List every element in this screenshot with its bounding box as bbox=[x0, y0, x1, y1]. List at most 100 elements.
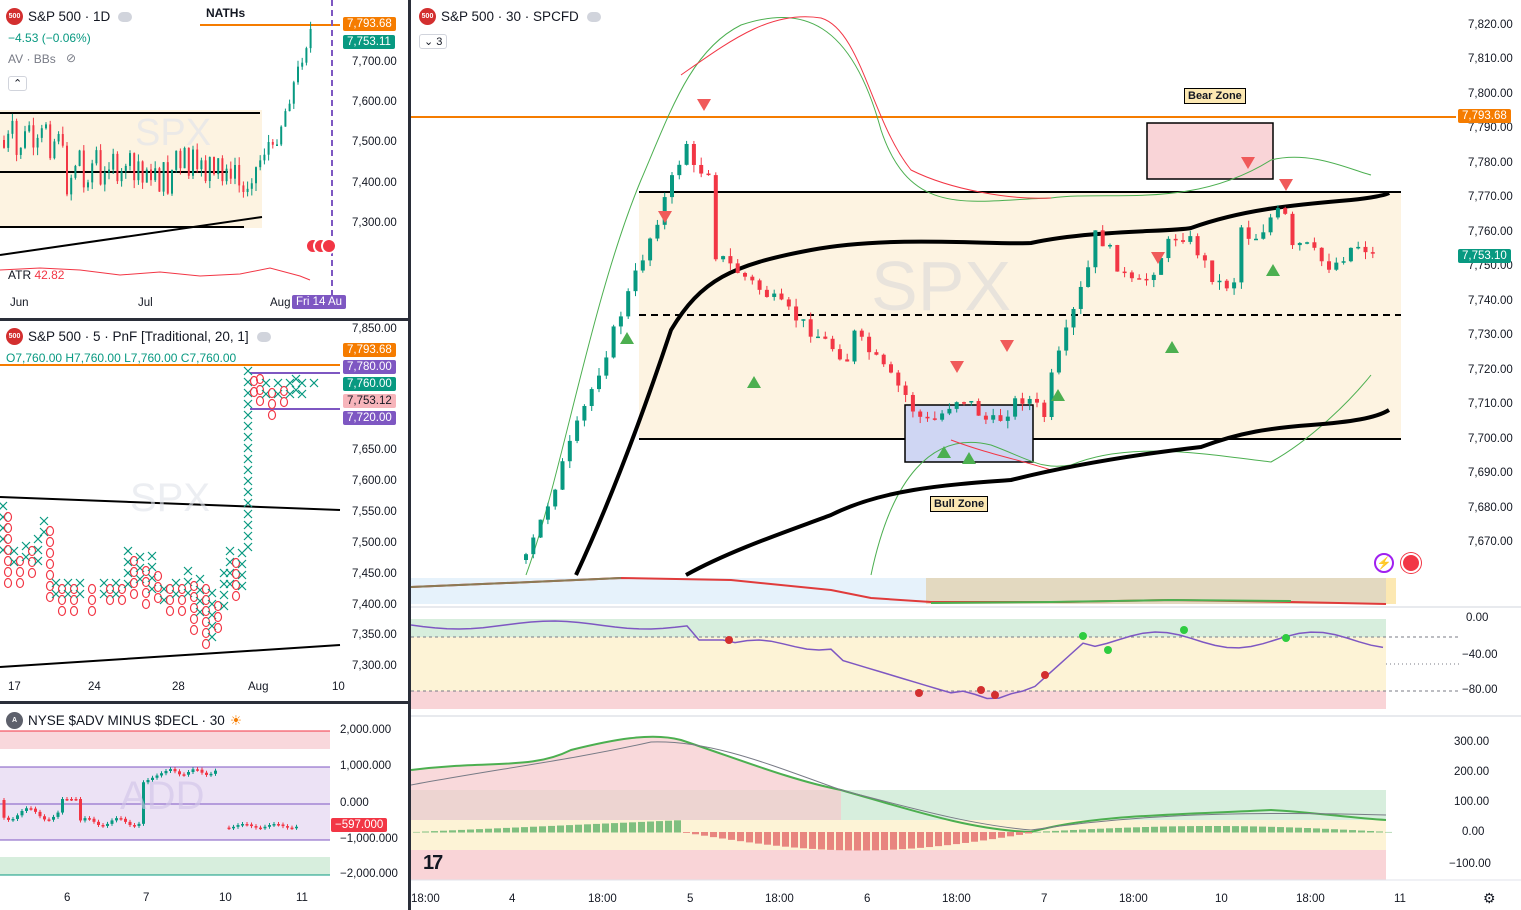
pane-separator[interactable] bbox=[0, 701, 408, 704]
add-candle bbox=[241, 824, 244, 826]
histogram-bar bbox=[440, 830, 447, 833]
pnf-chart-svg: SPX bbox=[0, 364, 341, 668]
add-candle bbox=[7, 817, 10, 820]
add-chart-pane[interactable]: ADD A NYSE $ADV MINUS $DECL · 30 ☀ 2,000… bbox=[0, 704, 408, 910]
price-candle bbox=[1319, 247, 1324, 262]
macd-tick: −100.00 bbox=[1449, 858, 1491, 870]
p2-legend[interactable]: 500 S&P 500 · 5 · PnF [Traditional, 20, … bbox=[6, 328, 271, 345]
price-candle bbox=[1100, 230, 1105, 247]
main-legend[interactable]: 500 S&P 500 · 30 · SPCFD bbox=[419, 8, 601, 25]
price-candle bbox=[567, 440, 572, 462]
histogram-bar bbox=[1385, 831, 1392, 833]
histogram-bar bbox=[935, 832, 942, 847]
pnf-o-mark bbox=[3, 533, 13, 545]
pnf-x-mark bbox=[243, 509, 253, 519]
add-candle bbox=[20, 810, 24, 816]
pnf-x-mark bbox=[237, 581, 247, 591]
add-candle bbox=[79, 799, 82, 821]
indicators-toggle-button[interactable]: ⌄ 3 bbox=[419, 34, 448, 49]
histogram-bar bbox=[845, 832, 852, 851]
collapse-legend-button[interactable]: ⌃ bbox=[8, 76, 28, 91]
p1-change: −4.53 (−0.06%) bbox=[8, 31, 91, 45]
earnings-flags-icon[interactable] bbox=[305, 236, 341, 258]
price-candle bbox=[640, 260, 645, 271]
daily-candle bbox=[229, 168, 232, 179]
p3-legend[interactable]: A NYSE $ADV MINUS $DECL · 30 ☀ bbox=[6, 712, 242, 729]
price-candle bbox=[779, 293, 784, 300]
add-candle bbox=[272, 824, 276, 826]
histogram-bar bbox=[521, 827, 528, 833]
histogram-bar bbox=[1304, 828, 1311, 833]
price-candle bbox=[1071, 308, 1076, 328]
p3-price-tick: 0.000 bbox=[340, 797, 369, 809]
main-price-tick: 7,710.00 bbox=[1468, 398, 1513, 410]
pnf-x-mark bbox=[243, 498, 253, 508]
main-chart-pane[interactable]: SPX 500 S&P 500 · 30 · SPCFD ⌄ 3 Bear Zo… bbox=[411, 0, 1521, 910]
tradingview-logo-icon[interactable]: 17 bbox=[423, 852, 443, 874]
daily-candle bbox=[95, 150, 98, 164]
pnf-o-mark bbox=[249, 386, 259, 398]
add-candle bbox=[295, 826, 298, 829]
settings-gear-icon[interactable]: ⚙ bbox=[1483, 890, 1496, 906]
pnf-o-mark bbox=[255, 384, 265, 396]
histogram-bar bbox=[782, 832, 789, 847]
price-candle bbox=[618, 316, 623, 327]
price-candle bbox=[1005, 416, 1010, 421]
pnf-o-mark bbox=[255, 395, 265, 407]
pnf-x-mark bbox=[135, 552, 145, 562]
sell-signal-marker bbox=[697, 99, 711, 111]
price-candle bbox=[845, 359, 850, 362]
histogram-bar bbox=[584, 824, 591, 833]
price-candle bbox=[969, 401, 974, 403]
daily-candle bbox=[112, 153, 115, 170]
lightning-icon[interactable]: ⚡ bbox=[1374, 553, 1394, 573]
price-candle bbox=[662, 197, 667, 225]
oscillator-signal-dot bbox=[725, 636, 733, 644]
pnf-x-mark bbox=[243, 443, 253, 453]
price-candle bbox=[1056, 350, 1061, 373]
main-price-tick: 7,760.00 bbox=[1468, 226, 1513, 238]
main-price-tick: 7,720.00 bbox=[1468, 364, 1513, 376]
p2-menu-icon[interactable] bbox=[256, 331, 271, 342]
price-candle bbox=[553, 489, 558, 507]
price-candle bbox=[1122, 271, 1127, 274]
p1-title: S&P 500 · 1D bbox=[28, 9, 111, 24]
add-candle bbox=[250, 824, 253, 827]
price-candle bbox=[764, 289, 769, 297]
histogram-bar bbox=[1214, 826, 1221, 833]
p3-x-tick: 11 bbox=[296, 892, 308, 904]
main-menu-icon[interactable] bbox=[586, 11, 601, 22]
price-candle bbox=[677, 164, 682, 176]
p1-price-tick: 7,700.00 bbox=[352, 56, 397, 68]
pnf-o-mark bbox=[201, 616, 211, 628]
daily-chart-pane[interactable]: SPX 500 S&P 500 · 1D −4.53 (−0.06%) AV ·… bbox=[0, 0, 408, 318]
main-x-tick: 11 bbox=[1394, 893, 1406, 905]
p1-menu-icon[interactable] bbox=[118, 11, 133, 22]
pnf-x-mark bbox=[75, 578, 85, 588]
histogram-bar bbox=[620, 822, 627, 833]
price-candle bbox=[1181, 240, 1185, 242]
histogram-bar bbox=[971, 832, 978, 842]
pane-separator[interactable] bbox=[0, 318, 408, 321]
p1-legend[interactable]: 500 S&P 500 · 1D bbox=[6, 8, 133, 25]
histogram-bar bbox=[449, 830, 456, 833]
p2-low-tag: 7,720.00 bbox=[343, 411, 396, 425]
main-price-tick: 7,750.00 bbox=[1468, 260, 1513, 272]
daily-candle bbox=[242, 185, 245, 193]
hide-eye-icon[interactable]: ⊘ bbox=[66, 51, 77, 65]
price-candle bbox=[786, 299, 791, 307]
pane-separator-vertical[interactable] bbox=[408, 0, 411, 910]
buy-signal-marker bbox=[620, 332, 634, 344]
histogram-bar bbox=[476, 829, 483, 833]
price-candle bbox=[1217, 280, 1222, 283]
daily-candle bbox=[263, 154, 266, 161]
main-price-tick: 7,690.00 bbox=[1468, 467, 1513, 479]
main-price-tick: 7,810.00 bbox=[1468, 53, 1513, 65]
macd-tick: 100.00 bbox=[1454, 796, 1490, 808]
chevron-down-icon: ⌄ bbox=[424, 36, 434, 48]
price-candle bbox=[962, 402, 966, 404]
histogram-bar bbox=[1277, 827, 1284, 833]
pnf-chart-pane[interactable]: SPX 500 S&P 500 · 5 · PnF [Traditional, … bbox=[0, 321, 408, 701]
pnf-x-mark bbox=[243, 542, 253, 552]
us-flag-icon[interactable] bbox=[1401, 553, 1421, 573]
